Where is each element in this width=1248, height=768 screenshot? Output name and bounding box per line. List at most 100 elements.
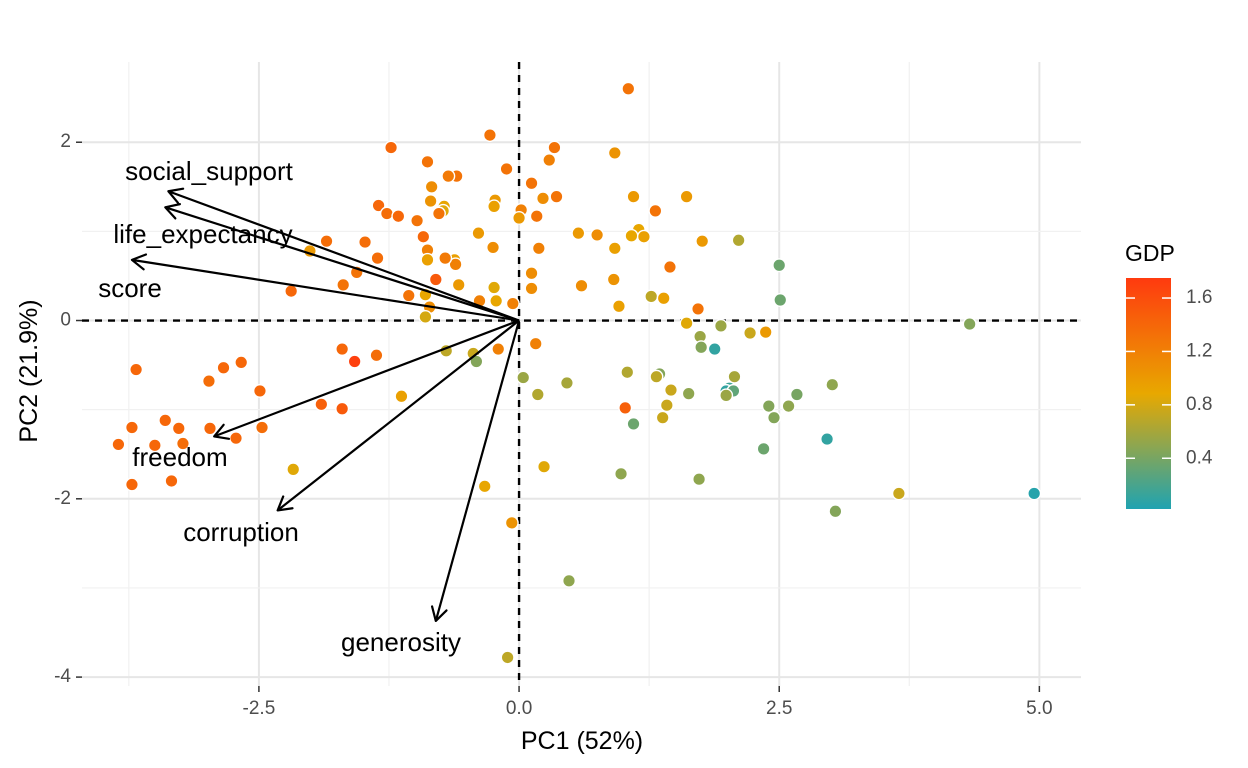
loading-label-social-support: social_support <box>125 156 293 186</box>
data-point <box>524 176 539 191</box>
data-point <box>656 291 671 306</box>
data-point <box>549 189 564 204</box>
data-point <box>516 370 531 385</box>
legend-colorbar <box>1126 278 1171 509</box>
data-point <box>336 277 351 292</box>
y-tick-label: -4 <box>54 666 71 687</box>
data-point <box>692 472 707 487</box>
data-point <box>384 140 399 155</box>
data-point <box>487 199 502 214</box>
loading-label-freedom: freedom <box>132 442 227 472</box>
data-point <box>648 203 663 218</box>
legend-label: 1.6 <box>1186 287 1212 308</box>
data-point <box>537 459 552 474</box>
legend-title: GDP <box>1125 240 1175 266</box>
data-point <box>758 325 773 340</box>
data-point <box>662 260 677 275</box>
data-point <box>124 420 139 435</box>
data-point <box>529 209 544 224</box>
data-point <box>420 252 435 267</box>
x-axis-title: PC1 (52%) <box>521 727 643 755</box>
data-point <box>727 369 742 384</box>
loading-label-life-expectancy: life_expectancy <box>113 219 292 249</box>
data-point <box>371 198 386 213</box>
data-point <box>499 161 514 176</box>
data-point <box>451 277 466 292</box>
data-point <box>418 309 433 324</box>
arrowhead-score <box>130 253 148 271</box>
data-point <box>234 355 249 370</box>
data-point <box>358 235 373 250</box>
legend-label: 0.4 <box>1186 447 1213 468</box>
y-tick-label: 0 <box>60 310 71 331</box>
data-point <box>891 486 906 501</box>
data-point <box>486 240 501 255</box>
x-axis: -2.5 0.0 2.5 5.0 <box>243 686 1053 719</box>
data-point <box>441 169 456 184</box>
data-point <box>624 228 639 243</box>
data-point <box>621 81 636 96</box>
loading-arrow-social-support <box>167 190 520 322</box>
y-axis-title: PC2 (21.9%) <box>15 299 43 442</box>
data-point <box>201 374 216 389</box>
data-point <box>574 278 589 293</box>
data-point <box>111 437 126 452</box>
data-point <box>487 280 502 295</box>
y-tick-label: -2 <box>54 488 71 509</box>
data-point <box>158 413 173 428</box>
data-point <box>284 284 299 299</box>
y-axis: -4 -2 0 2 <box>54 131 82 687</box>
data-point <box>562 573 577 588</box>
data-point <box>401 288 416 303</box>
data-point <box>448 257 463 272</box>
data-point <box>379 206 394 221</box>
data-point <box>286 462 301 477</box>
arrowhead-generosity <box>430 605 448 623</box>
data-point <box>756 441 771 456</box>
loading-label-corruption: corruption <box>183 517 299 547</box>
data-point <box>428 272 443 287</box>
data-point <box>781 399 796 414</box>
data-point <box>614 466 629 481</box>
data-point <box>825 377 840 392</box>
data-point <box>559 375 574 390</box>
data-point <box>542 153 557 168</box>
legend-label: 0.8 <box>1186 394 1212 415</box>
loading-arrow-life-expectancy <box>164 206 520 322</box>
data-point <box>370 251 385 266</box>
data-point <box>482 128 497 143</box>
data-point <box>644 289 659 304</box>
y-tick-label: 2 <box>60 131 71 152</box>
x-tick-label: 2.5 <box>766 698 792 719</box>
data-point <box>655 410 670 425</box>
data-point <box>606 272 621 287</box>
data-point <box>531 241 546 256</box>
data-point <box>524 281 539 296</box>
data-point <box>607 145 622 160</box>
data-point <box>491 342 506 357</box>
data-point <box>369 348 384 363</box>
data-point <box>789 387 804 402</box>
loading-arrow-generosity <box>434 320 521 622</box>
data-point <box>571 226 586 241</box>
legend-label: 1.2 <box>1186 340 1212 361</box>
data-point <box>171 421 186 436</box>
data-point <box>347 354 362 369</box>
data-point <box>229 431 244 446</box>
x-tick-label: 5.0 <box>1026 698 1052 719</box>
data-point <box>828 504 843 519</box>
data-point <box>431 206 446 221</box>
loading-label-generosity: generosity <box>341 627 461 657</box>
data-point <box>713 318 728 333</box>
data-point <box>719 388 734 403</box>
data-point <box>423 194 438 209</box>
arrowhead-life-expectancy <box>164 203 182 220</box>
data-point <box>489 293 504 308</box>
loading-arrow-freedom <box>213 319 520 438</box>
data-point <box>535 191 550 206</box>
data-point <box>659 398 674 413</box>
data-point <box>477 479 492 494</box>
data-point <box>424 179 439 194</box>
